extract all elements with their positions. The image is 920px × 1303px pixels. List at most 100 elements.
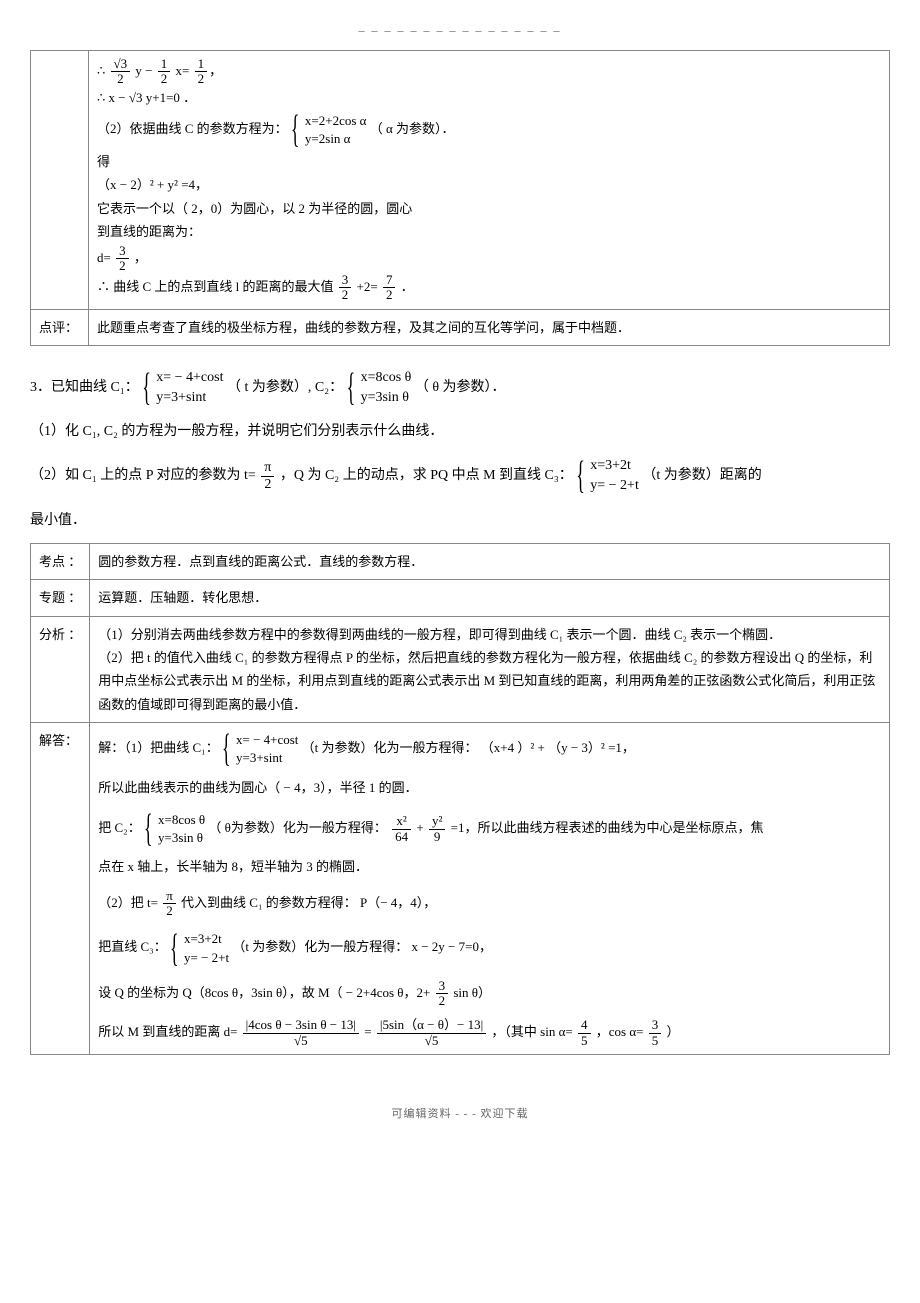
t: 3 [116, 244, 129, 259]
t: = [364, 1024, 371, 1039]
t: y=3sin θ [158, 829, 205, 847]
t: 3 [436, 979, 449, 994]
t: 3 [339, 273, 352, 288]
t: y= − 2+t [184, 949, 229, 967]
t: x= [176, 62, 190, 77]
t: y= − 2+t [590, 476, 639, 496]
t: y² [429, 814, 445, 829]
t: y − [135, 62, 155, 77]
t: （1）分别消去两曲线参数方程中的参数得到两曲线的一般方程，即可得到曲线 C₁ 表… [98, 623, 881, 646]
row-zhuanti-label: 专题 ： [31, 580, 90, 616]
t: 64 [392, 830, 411, 844]
t: （ θ为参数）化为一般方程得： [208, 820, 386, 835]
t: y=3+sint [236, 749, 298, 767]
t: 1 [195, 57, 208, 72]
t: 2 [195, 72, 208, 86]
row-fenxi-text: （1）分别消去两曲线参数方程中的参数得到两曲线的一般方程，即可得到曲线 C₁ 表… [90, 616, 890, 723]
t: x=8cos θ [361, 368, 412, 388]
comment-text: 此题重点考查了直线的极坐标方程，曲线的参数方程，及其之间的互化等学问，属于中档题… [89, 309, 890, 345]
t: y=2sin α [305, 130, 367, 148]
t: 2 [158, 72, 171, 86]
t: 3 [649, 1018, 662, 1033]
t: （t 为参数）化为一般方程得： x − 2y − 7=0， [232, 939, 492, 954]
t: x=3+2t [590, 456, 639, 476]
t: 2 [261, 477, 274, 492]
t: d= [97, 249, 111, 264]
t: 代入到曲线 C₁ 的参数方程得： P（− 4，4）， [181, 895, 436, 910]
row-kaodian-label: 考点 ： [31, 543, 90, 579]
t: 它表示一个以（ 2，0）为圆心，以 2 为半径的圆，圆心 [97, 197, 881, 220]
t: π [261, 460, 274, 476]
t: 解：（1）把曲线 C₁： [98, 740, 218, 755]
t: 5 [578, 1034, 591, 1048]
prev-solution-table: ∴ √32 y − 12 x= 12， ∴ x − √3 y+1=0 ． （2）… [30, 50, 890, 347]
row-zhuanti-text: 运算题．压轴题．转化思想． [90, 580, 890, 616]
t: （ t 为参数）, C₂： [227, 380, 343, 395]
t: x=3+2t [184, 930, 229, 948]
t: +2= [357, 279, 378, 294]
t: y=3+sint [156, 388, 223, 408]
t: ，（其中 sin α= [491, 1024, 576, 1039]
comment-label: 点评： [31, 309, 89, 345]
t: 把 C₂： [98, 820, 140, 835]
header-dashes: – – – – – – – – – – – – – – – – [30, 20, 890, 42]
t: ∴ x − √3 y+1=0 ． [97, 86, 881, 109]
t: x=2+2cos α [305, 112, 367, 130]
page-footer: 可编辑资料 - - - 欢迎下载 [30, 1105, 890, 1125]
q3-part2: （2）如 C₁ 上的点 P 对应的参数为 t= π2 ，Q 为 C₂ 上的动点，… [30, 454, 890, 497]
t: ． [401, 279, 414, 294]
t: 2 [116, 259, 129, 273]
t: y=3sin θ [361, 388, 412, 408]
q3-solution-table: 考点 ： 圆的参数方程．点到直线的距离公式．直线的参数方程． 专题 ： 运算题．… [30, 543, 890, 1055]
t: 2 [383, 288, 396, 302]
t: x= − 4+cost [236, 731, 298, 749]
t: （2）把 t 的值代入曲线 C₁ 的参数方程得点 P 的坐标，然后把直线的参数方… [98, 646, 881, 716]
t: sin θ） [453, 984, 491, 999]
t: 3．已知曲线 C₁： [30, 380, 139, 395]
t: |4cos θ − 3sin θ − 13| [243, 1018, 359, 1033]
t: =1，所以此曲线方程表述的曲线为中心是坐标原点，焦 [451, 820, 764, 835]
t: 得 [97, 150, 881, 173]
t: 到直线的距离为： [97, 220, 881, 243]
t: ） [666, 1024, 679, 1039]
t: √3 [111, 57, 131, 72]
t: 4 [578, 1018, 591, 1033]
t: （2）依据曲线 C 的参数方程为： [97, 121, 288, 136]
t: 2 [111, 72, 131, 86]
t: ∴ [97, 62, 105, 77]
t: （ α 为参数）． [370, 121, 455, 136]
t: ∴ 曲线 C 上的点到直线 l 的距离的最大值 [97, 279, 337, 294]
t: ，Q 为 C₂ 上的动点，求 PQ 中点 M 到直线 C₃： [280, 468, 573, 483]
t: √5 [377, 1034, 486, 1048]
t: （t 为参数）化为一般方程得： （x+4 ）² + （y − 3）² =1， [302, 740, 635, 755]
q3-stem: 3．已知曲线 C₁： x= − 4+cost y=3+sint （ t 为参数）… [30, 366, 890, 409]
t: + [416, 820, 423, 835]
t: x=8cos θ [158, 811, 205, 829]
row-jieda-label: 解答： [31, 723, 90, 1055]
t: （2）把 t= [98, 895, 158, 910]
t: 9 [429, 830, 445, 844]
t: （2）如 C₁ 上的点 P 对应的参数为 t= [30, 468, 256, 483]
t: x² [392, 814, 411, 829]
t: （t 为参数）距离的 [642, 468, 761, 483]
prev-solution-cell: ∴ √32 y − 12 x= 12， ∴ x − √3 y+1=0 ． （2）… [89, 50, 890, 309]
t: 把直线 C₃： [98, 939, 166, 954]
t: 2 [436, 994, 449, 1008]
t: 5 [649, 1034, 662, 1048]
t: ，cos α= [596, 1024, 647, 1039]
t: 设 Q 的坐标为 Q（8cos θ，3sin θ），故 M（ − 2+4cos … [98, 984, 433, 999]
t: （ θ 为参数）． [415, 380, 506, 395]
t: 2 [339, 288, 352, 302]
q3-part1: （1）化 C₁, C₂ 的方程为一般方程，并说明它们分别表示什么曲线． [30, 419, 890, 444]
t: ， [134, 249, 147, 264]
t: 所以 M 到直线的距离 d= [98, 1024, 237, 1039]
t: π [163, 889, 176, 904]
row-fenxi-label: 分析 ： [31, 616, 90, 723]
t: |5sin（α − θ）− 13| [377, 1018, 486, 1033]
t: √5 [243, 1034, 359, 1048]
row-kaodian-text: 圆的参数方程．点到直线的距离公式．直线的参数方程． [90, 543, 890, 579]
t: x= − 4+cost [156, 368, 223, 388]
t: 点在 x 轴上，长半轴为 8，短半轴为 3 的椭圆． [98, 855, 881, 878]
t: 所以此曲线表示的曲线为圆心（ − 4，3），半径 1 的圆． [98, 776, 881, 799]
row-jieda-text: 解：（1）把曲线 C₁： x= − 4+cost y=3+sint （t 为参数… [90, 723, 890, 1055]
